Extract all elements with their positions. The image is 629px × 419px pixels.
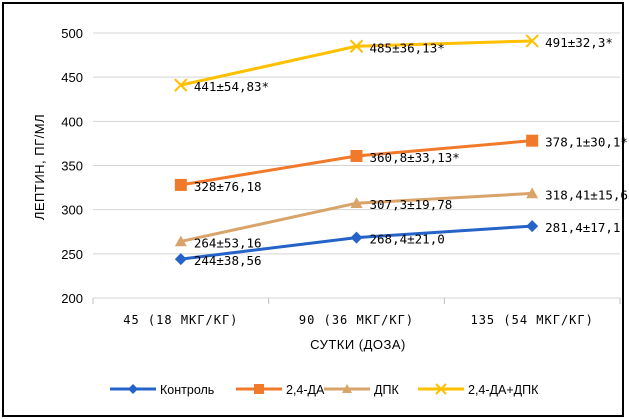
marker-stroke xyxy=(174,78,188,92)
data-point xyxy=(342,384,352,393)
data-point xyxy=(350,231,363,244)
axes: 200 250 300 350 400 450 500 45 (18 МКГ/КГ) 90 (3… xyxy=(61,26,621,327)
legend-entry-label: Контроль xyxy=(160,383,214,397)
data-label: 281,4±17,1 xyxy=(545,220,620,235)
legend-entry-label: 2,4-ДА+ДПК xyxy=(468,383,539,397)
data-label: 441±54,83* xyxy=(194,79,269,94)
data-label: 307,3±19,78 xyxy=(370,197,453,212)
data-labels: 244±38,56 268,4±21,0 281,4±17,1 328±76,18 36… xyxy=(194,35,629,268)
y-tick-label: 400 xyxy=(61,114,83,129)
y-tick-label: 450 xyxy=(61,70,83,85)
y-tick-label: 200 xyxy=(61,291,83,306)
data-label: 491±32,3* xyxy=(545,35,613,50)
y-tick-label: 350 xyxy=(61,159,83,174)
y-tick-label: 500 xyxy=(61,26,83,41)
data-label: 360,8±33,13* xyxy=(370,150,460,165)
data-point xyxy=(526,220,539,233)
y-tick-label: 250 xyxy=(61,247,83,262)
data-label: 244±38,56 xyxy=(194,253,262,268)
data-point xyxy=(526,134,539,147)
x-tick-label: 45 (18 МКГ/КГ) xyxy=(123,313,238,327)
legend: Контроль 2,4-ДА ДПК 2,4-ДА+ДПК xyxy=(110,383,539,397)
data-label: 378,1±30,1* xyxy=(545,135,628,150)
data-point xyxy=(435,383,447,395)
data-label: 318,41±15,63 xyxy=(545,187,629,202)
marker-stroke xyxy=(349,39,364,53)
data-point xyxy=(525,34,539,48)
data-point xyxy=(174,253,187,266)
data-point xyxy=(350,149,363,162)
y-tick-label: 300 xyxy=(61,203,83,218)
data-point xyxy=(174,235,187,247)
data-label: 264±53,16 xyxy=(194,235,262,250)
legend-entry-label: ДПК xyxy=(374,383,399,397)
gridlines xyxy=(93,32,620,299)
x-tick-label: 90 (36 МКГ/КГ) xyxy=(299,313,414,327)
legend-entry-label: 2,4-ДА xyxy=(286,383,325,397)
data-label: 268,4±21,0 xyxy=(370,232,445,247)
data-label: 328±76,18 xyxy=(194,179,262,194)
data-point xyxy=(526,187,539,199)
data-point xyxy=(350,197,363,209)
data-point xyxy=(349,39,364,53)
marker-stroke xyxy=(435,383,447,395)
data-point xyxy=(128,384,138,394)
data-point xyxy=(254,384,264,394)
data-point xyxy=(174,178,187,191)
series-layer xyxy=(174,34,539,266)
marker-stroke xyxy=(525,34,539,48)
y-axis-title: ЛЕПТИН, ПГ/МЛ xyxy=(32,114,47,220)
x-tick-label: 135 (54 МКГ/КГ) xyxy=(470,313,593,327)
x-axis-title: СУТКИ (ДОЗА) xyxy=(310,337,406,352)
data-label: 485±36,13* xyxy=(370,40,445,55)
data-point xyxy=(174,78,188,92)
